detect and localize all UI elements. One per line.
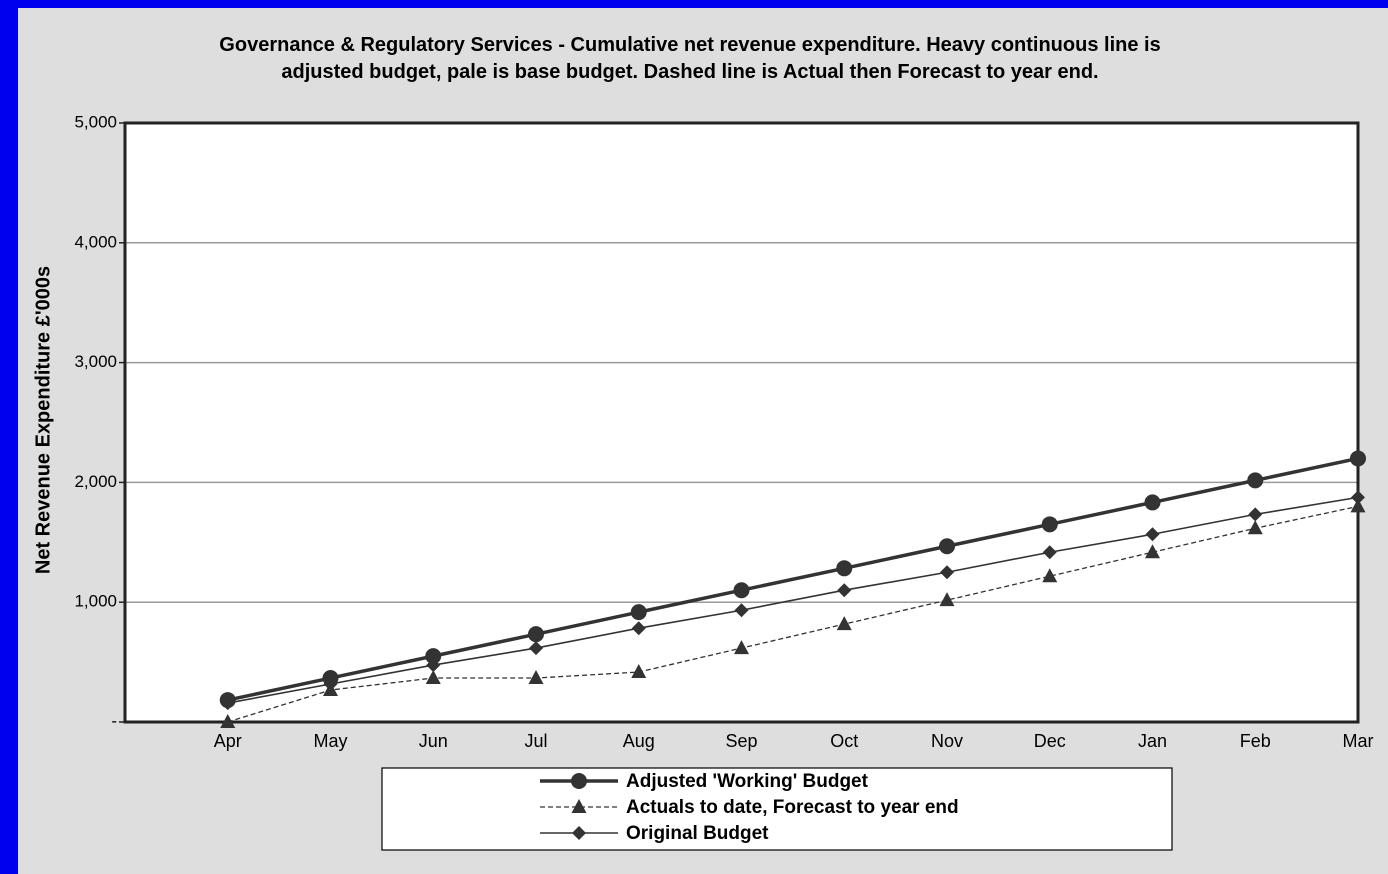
plot-area: [125, 123, 1358, 722]
marker: [836, 616, 852, 631]
marker: [425, 670, 441, 685]
x-tick-label: Feb: [1240, 731, 1271, 751]
x-tick-label: Jun: [419, 731, 448, 751]
marker: [1145, 544, 1160, 559]
marker: [425, 648, 442, 665]
marker: [734, 603, 749, 618]
y-tick-label: -: [111, 711, 117, 730]
marker: [939, 538, 955, 555]
marker: [1247, 472, 1264, 489]
y-tick-label: 1,000: [74, 592, 117, 611]
marker: [631, 664, 647, 679]
y-tick-label: 3,000: [74, 352, 117, 371]
legend-label: Original Budget: [626, 823, 769, 844]
marker: [1351, 490, 1365, 505]
marker: [1145, 527, 1160, 542]
legend-label: Actuals to date, Forecast to year end: [626, 797, 959, 818]
x-tick-label: Aug: [623, 731, 655, 751]
series-line: [227, 456, 1359, 702]
y-tick-label: 2,000: [74, 472, 117, 491]
marker: [836, 560, 853, 577]
marker: [837, 583, 852, 598]
marker: [1041, 516, 1058, 533]
grid: [125, 242, 1358, 603]
x-tick-label: Jul: [524, 731, 547, 751]
x-tick-label: Dec: [1034, 731, 1066, 751]
marker: [1350, 498, 1366, 513]
marker: [939, 592, 955, 607]
marker: [323, 677, 338, 692]
x-tick-label: Jan: [1138, 731, 1167, 751]
marker: [220, 714, 236, 728]
legend-label: Adjusted 'Working' Budget: [626, 771, 869, 792]
y-axis-label: Net Revenue Expenditure £'000s: [32, 266, 54, 574]
x-tick-label: May: [313, 731, 347, 751]
marker: [1248, 507, 1263, 522]
series-line: [227, 505, 1359, 723]
marker: [630, 604, 647, 621]
marker: [1042, 568, 1058, 583]
legend-marker: [571, 773, 587, 789]
marker: [1350, 450, 1366, 467]
marker: [1042, 545, 1057, 560]
x-tick-label: Nov: [931, 731, 963, 751]
x-tick-label: Sep: [725, 731, 757, 751]
plot-border: [123, 121, 1360, 724]
marker: [426, 658, 441, 673]
marker: [734, 640, 749, 655]
legend-marker: [571, 799, 587, 813]
marker: [940, 565, 954, 580]
marker: [529, 641, 543, 656]
y-tick-label: 4,000: [74, 232, 117, 251]
marker: [1144, 494, 1161, 511]
legend: [381, 767, 1173, 851]
marker: [733, 582, 750, 599]
marker: [528, 626, 544, 643]
x-tick-label: Oct: [830, 731, 858, 751]
legend-marker: [572, 826, 586, 840]
marker: [528, 670, 544, 685]
marker: [631, 621, 646, 636]
y-tick-label: 5,000: [74, 112, 117, 131]
marker: [1247, 520, 1263, 535]
series-line: [227, 496, 1359, 704]
x-tick-label: Apr: [214, 731, 242, 751]
marker: [220, 696, 235, 711]
chart-title: Governance & Regulatory Services - Cumul…: [219, 34, 1161, 83]
x-tick-label: Mar: [1343, 731, 1374, 751]
